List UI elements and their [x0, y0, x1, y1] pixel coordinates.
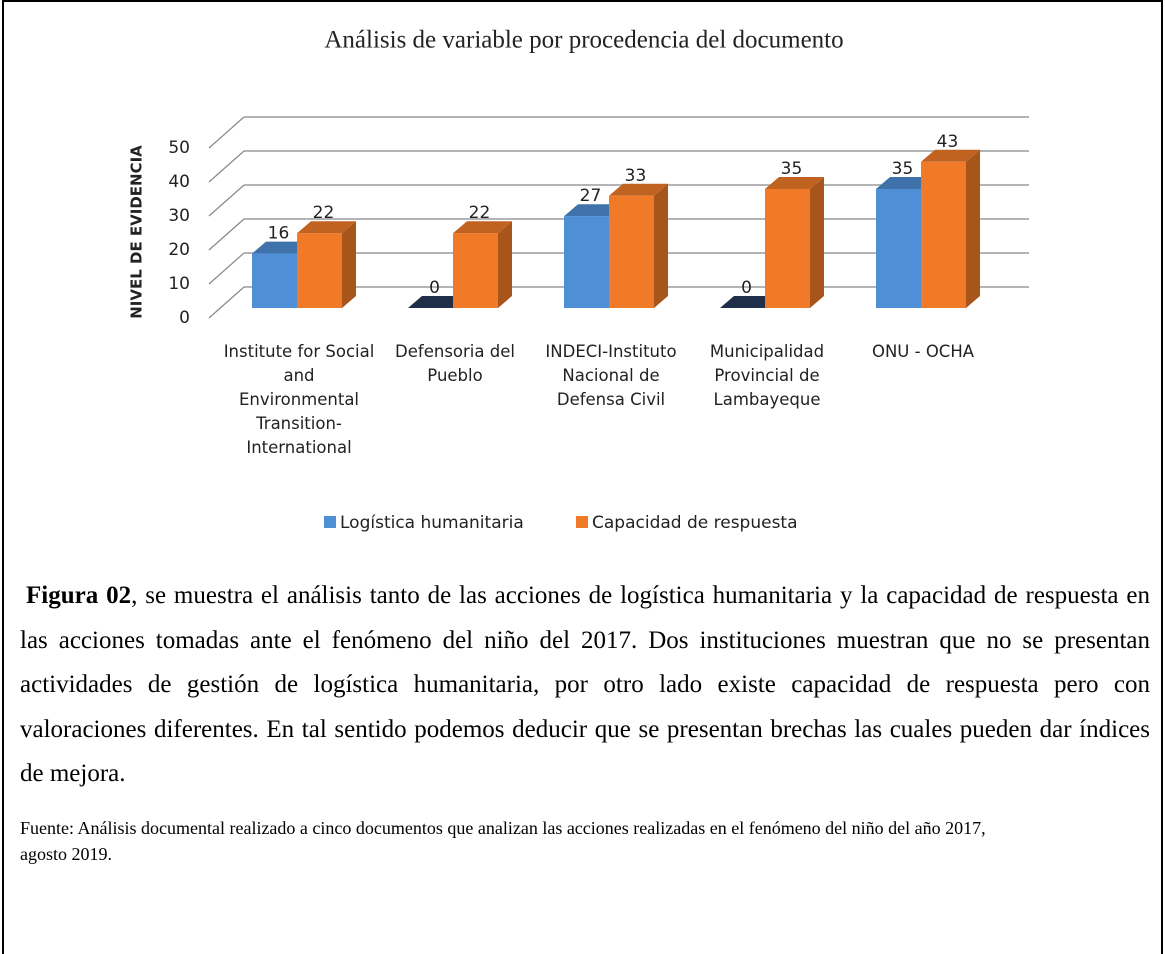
x-tick-label: ONU - OCHA	[871, 342, 975, 361]
bar	[408, 296, 467, 308]
bar-side	[654, 183, 668, 308]
data-label: 22	[469, 203, 491, 223]
bar-top	[765, 177, 824, 189]
data-label: 16	[268, 224, 290, 244]
caption-text: , se muestra el análisis tanto de las ac…	[20, 582, 1150, 787]
data-label: 0	[429, 278, 440, 298]
bar	[765, 189, 810, 308]
bar-side	[498, 221, 512, 308]
legend-swatch	[576, 516, 588, 528]
y-tick-label: 0	[179, 308, 190, 328]
data-label: 43	[937, 132, 959, 152]
bar-top	[252, 241, 311, 254]
data-label: 35	[781, 159, 803, 179]
bar	[564, 216, 609, 308]
grid-line-side	[208, 218, 245, 251]
grid-line-side	[208, 150, 245, 183]
bar-top	[921, 149, 980, 162]
bar	[921, 161, 966, 308]
bar	[453, 233, 498, 308]
bar-top	[564, 204, 623, 217]
bar	[876, 189, 921, 308]
bar-side	[966, 149, 980, 308]
bar	[720, 296, 779, 308]
x-tick-label: INDECI-Instituto Nacional de Defensa Civ…	[545, 342, 677, 409]
y-tick-label: 50	[168, 138, 190, 158]
data-label: 27	[580, 186, 602, 206]
bar-top	[876, 177, 935, 189]
y-tick-label: 20	[168, 240, 190, 260]
legend-label: Logística humanitaria	[340, 513, 524, 533]
x-tick-label: Institute for Social and Environmental T…	[223, 342, 375, 457]
data-label: 33	[625, 166, 647, 186]
grid-line-side	[208, 116, 245, 149]
bar	[252, 253, 297, 308]
bar-side	[342, 221, 356, 308]
x-tick-label: Defensoria del Pueblo	[395, 342, 515, 385]
grid-line-side	[208, 286, 245, 319]
y-tick-label: 10	[168, 274, 190, 294]
chart-title: Análisis de variable por procedencia del…	[324, 27, 843, 54]
chart: Análisis de variable por procedencia del…	[128, 27, 1029, 533]
grid-line-side	[208, 184, 245, 217]
y-tick-label: 40	[168, 172, 190, 192]
legend-label: Capacidad de respuesta	[592, 513, 798, 533]
data-label: 22	[313, 203, 335, 223]
caption-label: Figura 02	[26, 582, 132, 609]
bar-top	[453, 221, 512, 234]
y-tick-label: 30	[168, 206, 190, 226]
caption: Figura 02, se muestra el análisis tanto …	[20, 574, 1150, 797]
bar	[609, 195, 654, 308]
legend-swatch	[324, 516, 336, 528]
y-axis-title: NIVEL DE EVIDENCIA	[128, 145, 146, 319]
bar	[297, 233, 342, 308]
data-label: 35	[892, 159, 914, 179]
source: Fuente: Análisis documental realizado a …	[20, 818, 986, 864]
bar-top	[297, 221, 356, 234]
x-tick-label: Municipalidad Provincial de Lambayeque	[709, 342, 825, 409]
bar-side	[810, 177, 824, 308]
grid-line-side	[208, 252, 245, 285]
bar-top	[609, 183, 668, 196]
data-label: 0	[741, 278, 752, 298]
